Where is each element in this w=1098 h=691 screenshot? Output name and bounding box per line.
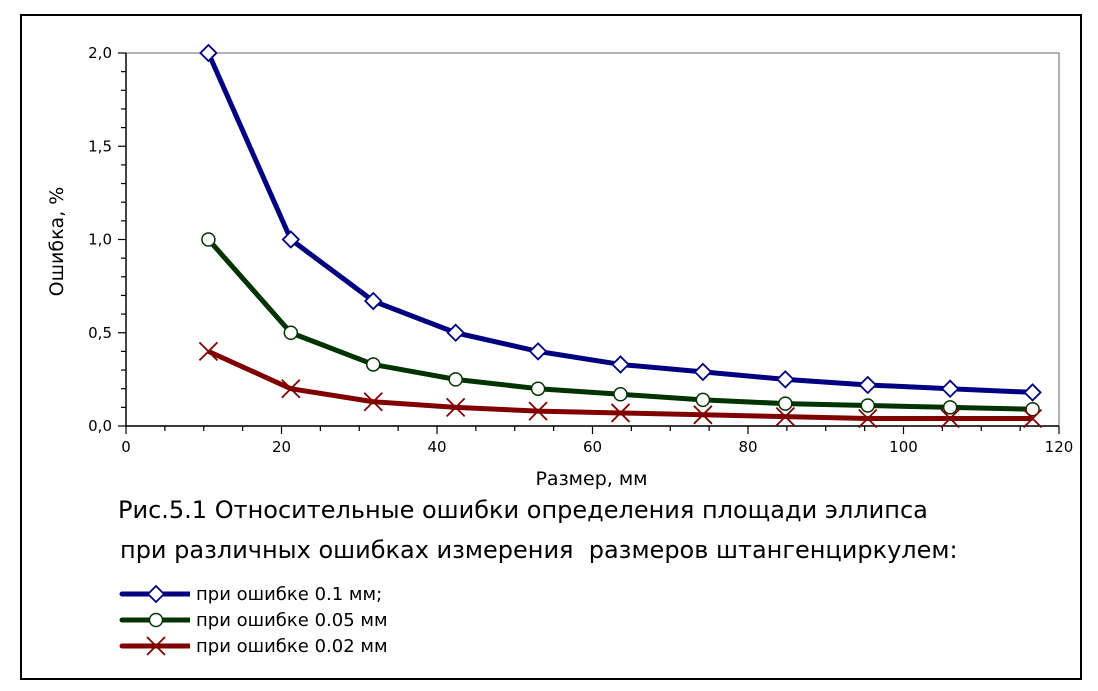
legend-marker xyxy=(146,636,166,656)
x-tick-label: 120 xyxy=(1045,438,1074,456)
caption-line-2: при различных ошибках измерения размеров… xyxy=(120,536,958,564)
legend-swatch-diamond xyxy=(119,584,190,604)
caption-line-1: Рис.5.1 Относительные ошибки определения… xyxy=(118,496,928,524)
legend-item-0-02mm: при ошибке 0.02 мм xyxy=(118,633,388,659)
data-point-x xyxy=(198,341,219,362)
series-line-0 xyxy=(206,51,1033,395)
data-point-diamond xyxy=(281,230,301,249)
x-tick-label: 20 xyxy=(272,438,291,456)
data-point-x xyxy=(363,392,383,412)
y-tick-label: 0,0 xyxy=(88,417,112,435)
data-point-circle xyxy=(942,400,958,415)
legend-marker xyxy=(146,584,166,604)
figure-frame xyxy=(20,14,1082,680)
data-point-diamond xyxy=(940,379,960,398)
data-point-x xyxy=(446,397,466,417)
legend-swatch-x xyxy=(119,636,190,656)
data-point-circle xyxy=(613,387,628,402)
data-point-diamond xyxy=(1023,383,1042,402)
data-point-circle xyxy=(860,398,875,413)
y-tick-label: 1,0 xyxy=(88,231,112,249)
x-tick-label: 40 xyxy=(427,438,446,456)
data-point-diamond xyxy=(199,43,218,63)
legend-swatch-circle xyxy=(119,612,190,628)
data-point-circle xyxy=(1025,401,1040,417)
data-point-circle xyxy=(283,325,299,340)
data-point-circle xyxy=(448,372,463,387)
legend-item-0-1mm: при ошибке 0.1 мм; xyxy=(118,581,382,607)
legend-label: при ошибке 0.05 мм xyxy=(196,609,388,631)
data-point-diamond xyxy=(611,355,630,374)
x-tick-label: 0 xyxy=(121,438,131,456)
data-point-x xyxy=(775,407,795,427)
x-axis-title: Размер, мм xyxy=(535,468,647,490)
data-point-diamond xyxy=(776,370,795,389)
plot-area xyxy=(125,52,1060,427)
data-point-circle xyxy=(365,357,381,372)
data-point-x xyxy=(693,405,713,425)
data-point-diamond xyxy=(363,291,383,311)
legend-label: при ошибке 0.1 мм; xyxy=(196,583,383,605)
data-point-x xyxy=(1022,408,1043,429)
data-point-circle xyxy=(695,392,711,408)
data-point-x xyxy=(858,408,878,429)
data-point-circle xyxy=(778,396,793,411)
data-point-x xyxy=(610,403,631,423)
y-tick-label: 0,5 xyxy=(88,324,112,342)
data-point-diamond xyxy=(858,375,878,395)
y-tick-label: 1,5 xyxy=(88,137,112,155)
y-tick-label: 2,0 xyxy=(88,44,112,62)
data-point-circle xyxy=(530,381,546,396)
data-point-circle xyxy=(201,232,216,247)
x-tick-label: 100 xyxy=(889,438,918,456)
data-point-diamond xyxy=(693,362,713,382)
series-line-1 xyxy=(206,237,1033,412)
data-point-x xyxy=(940,408,960,429)
data-point-diamond xyxy=(528,342,548,361)
legend-label: при ошибке 0.02 мм xyxy=(196,635,388,657)
data-point-diamond xyxy=(446,323,465,343)
y-axis-title: Ошибка, % xyxy=(46,187,68,297)
legend-item-0-05mm: при ошибке 0.05 мм xyxy=(118,607,388,633)
data-point-x xyxy=(281,379,301,399)
legend-marker xyxy=(148,612,164,628)
data-point-x xyxy=(528,401,548,421)
x-tick-label: 80 xyxy=(738,438,757,456)
x-tick-label: 60 xyxy=(583,438,602,456)
